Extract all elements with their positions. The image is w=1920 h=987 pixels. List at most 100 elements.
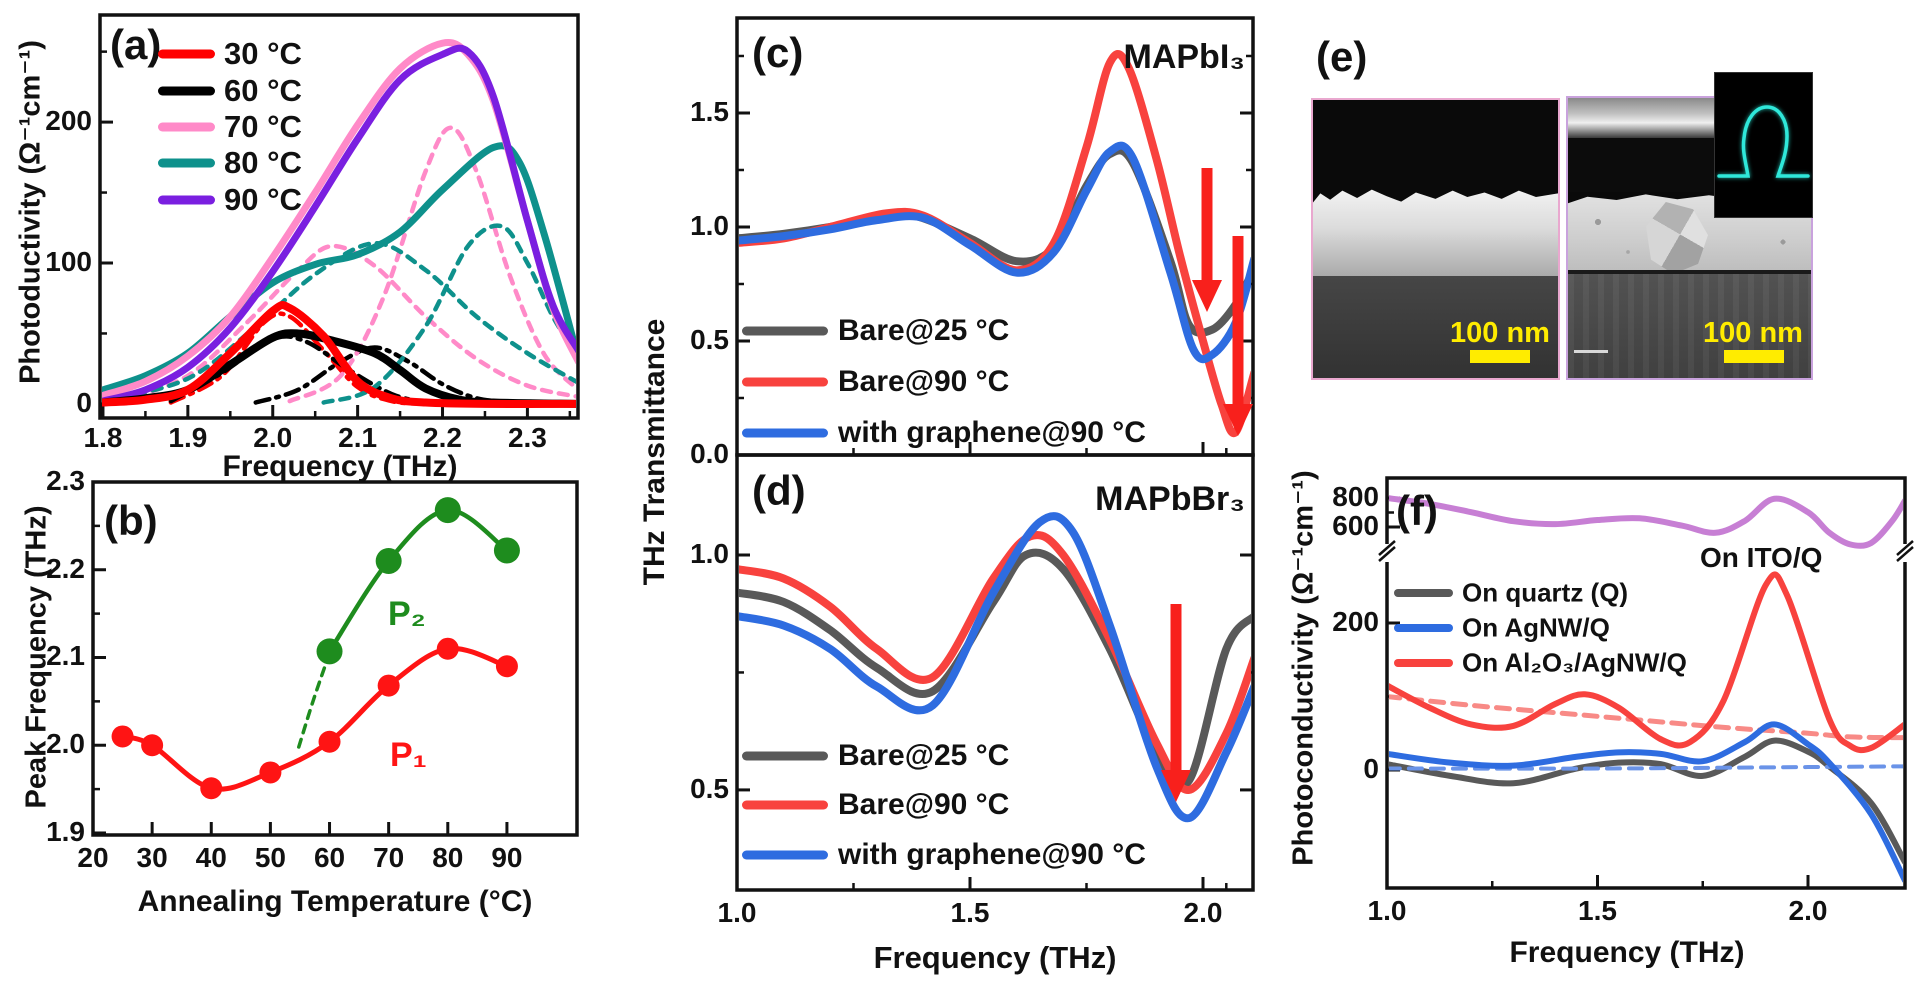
- legend-item: with graphene@90 °C: [742, 407, 1202, 458]
- tick-label: 1.9: [168, 422, 208, 453]
- legend-label: Bare@25 °C: [838, 738, 1010, 772]
- tick-label: 30: [136, 842, 168, 873]
- series-bare-90-c: [739, 531, 1251, 794]
- panel-a-label: (a): [110, 21, 162, 68]
- panel-c-title: MAPbI₃: [1123, 38, 1246, 76]
- panel-d-title: MAPbBr₃: [1095, 480, 1245, 518]
- tick-label: 2.0: [253, 422, 293, 453]
- legend-line-sample: [742, 751, 828, 761]
- panel-b-xlabel: Annealing Temperature (°C): [137, 885, 533, 918]
- tem-inset-nanowire-outline: [1714, 72, 1813, 218]
- panel-f-label: (f): [1396, 487, 1438, 534]
- tick-label: 2.3: [46, 465, 85, 496]
- panel-c-series: [739, 50, 1251, 438]
- tick-label: 1.5: [1578, 895, 1617, 926]
- legend-label: Bare@90 °C: [838, 788, 1010, 822]
- legend-item: Bare@25 °C: [742, 731, 1202, 781]
- legend-line-sample: [742, 326, 828, 335]
- series-p1: [120, 645, 510, 792]
- tick-label: 40: [195, 842, 227, 873]
- series-p2-onset-dashed-: [297, 651, 332, 749]
- legend-line-sample: [1394, 659, 1453, 668]
- tick-label: 2.0: [1183, 897, 1223, 928]
- tick-label: 0.5: [690, 323, 729, 355]
- legend-item: Bare@25 °C: [742, 305, 1202, 356]
- tick-label: 0.0: [690, 438, 729, 469]
- legend-line-sample: [742, 428, 828, 437]
- b-series-label-p2: P₂: [388, 595, 426, 633]
- tick-label: 1.5: [690, 95, 729, 127]
- panel-f-xlabel: Frequency (THz): [1509, 936, 1745, 969]
- panel-d-series: [739, 512, 1251, 823]
- tick-label: 80: [432, 842, 464, 873]
- tick-label: 200: [45, 105, 92, 137]
- tick-label: 2.1: [46, 640, 85, 672]
- panel-f-series: [1389, 495, 1903, 883]
- tick-label: 200: [1332, 606, 1379, 637]
- series-on-agnw-q: [1389, 721, 1903, 883]
- down-arrow: [1223, 236, 1253, 436]
- series-with-graphene-90-c: [739, 512, 1251, 823]
- legend-line-sample: [742, 850, 828, 860]
- legend-item: On AgNW/Q: [1394, 610, 1854, 645]
- tick-label: 2.2: [46, 552, 85, 584]
- nanowire-outline-drawing: [1717, 105, 1810, 178]
- legend-line-sample: [158, 49, 215, 59]
- tem-right-interface-line: [1568, 270, 1811, 274]
- tick-label: 2.2: [423, 422, 462, 453]
- legend-label: 80 °C: [224, 145, 302, 181]
- legend-label: 30 °C: [224, 36, 302, 72]
- legend-label: On Al₂O₃/AgNW/Q: [1462, 647, 1687, 678]
- legend-label: Bare@90 °C: [838, 364, 1010, 398]
- tem-left-film-layer: [1313, 189, 1558, 278]
- tick-label: 2.1: [338, 422, 378, 453]
- legend-line-sample: [1394, 588, 1453, 597]
- tem-right-scalebar-label: 100 nm: [1703, 317, 1803, 349]
- tick-label: 2.3: [507, 422, 547, 453]
- legend-label: 60 °C: [224, 72, 302, 108]
- tick-label: 2.0: [1788, 895, 1828, 926]
- legend-item: Bare@90 °C: [742, 781, 1202, 831]
- legend-line-sample: [742, 377, 828, 386]
- panel-cd-xlabel: Frequency (THz): [873, 940, 1117, 975]
- tick-label: 1.9: [46, 815, 85, 847]
- data-point: [436, 637, 459, 660]
- panel-d-label: (d): [752, 467, 806, 514]
- down-arrow: [1192, 168, 1222, 312]
- tick-label: 1.0: [690, 537, 729, 569]
- legend-item: Bare@90 °C: [742, 356, 1202, 407]
- data-point: [111, 725, 134, 748]
- legend-item: 90 °C: [158, 182, 618, 218]
- legend-item: 60 °C: [158, 72, 618, 108]
- tem-left-scalebar: [1470, 350, 1530, 363]
- legend-line-sample: [158, 158, 215, 168]
- legend-label: 90 °C: [224, 181, 302, 217]
- legend-item: 70 °C: [158, 109, 618, 145]
- legend-label: On AgNW/Q: [1462, 612, 1610, 643]
- tick-label: 1.0: [1367, 895, 1407, 926]
- data-point: [318, 730, 341, 753]
- series-on-al-o-agnw-q: [1389, 571, 1903, 754]
- panel-b-label: (b): [104, 497, 158, 544]
- legend-item: 30 °C: [158, 36, 618, 72]
- tem-left-scalebar-label: 100 nm: [1450, 317, 1550, 349]
- data-point: [377, 674, 400, 697]
- legend-item: with graphene@90 °C: [742, 830, 1202, 880]
- legend-label: 70 °C: [224, 108, 302, 144]
- series-30-c: [102, 301, 576, 409]
- series-on-ito-q: [1389, 495, 1903, 549]
- panel-b-series: [111, 497, 520, 800]
- legend-item: On Al₂O₃/AgNW/Q: [1394, 646, 1854, 681]
- tick-label: 100: [45, 246, 92, 277]
- panel-c-label: (c): [752, 29, 804, 76]
- legend-line-sample: [742, 800, 828, 810]
- series-90-c: [102, 44, 576, 405]
- tick-label: 1.0: [717, 897, 757, 928]
- data-point: [434, 497, 461, 524]
- b-series-label-p1: P₁: [390, 736, 427, 774]
- tem-right-scalebar: [1724, 350, 1784, 363]
- data-point: [259, 761, 282, 784]
- data-point: [495, 655, 518, 678]
- series-fit-70c-p1: [117, 243, 576, 404]
- legend-label: with graphene@90 °C: [838, 415, 1146, 449]
